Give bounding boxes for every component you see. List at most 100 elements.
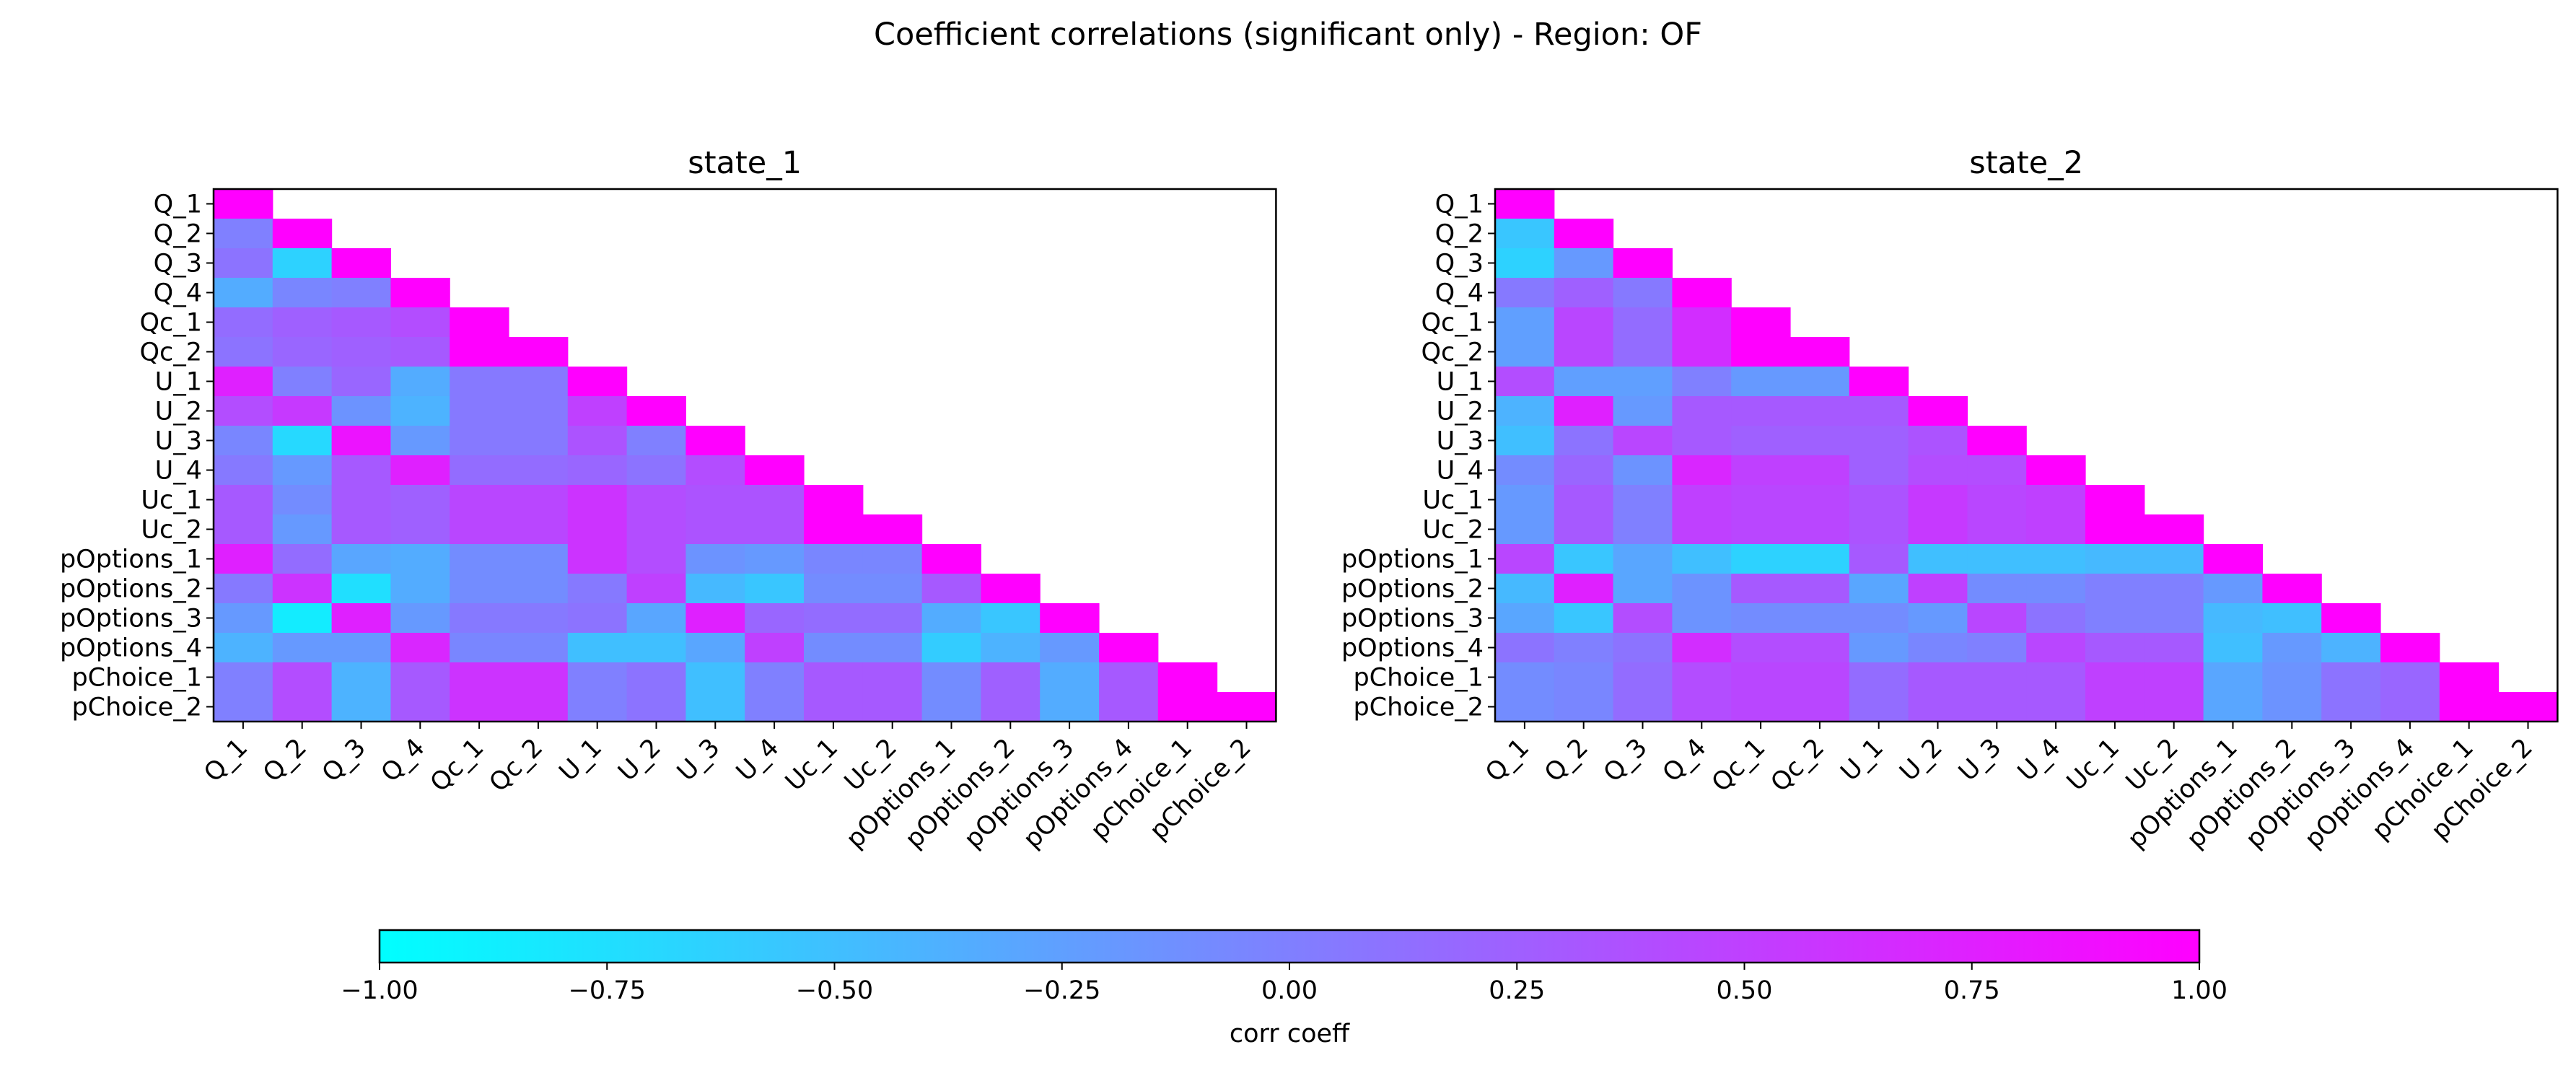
heatmap-cell-pOptions_2-pOptions_1 (921, 574, 981, 604)
heatmap-cell-Uc_2-Q_3 (1613, 514, 1673, 545)
heatmap-cell-pChoice_2-Q_1 (1495, 692, 1555, 722)
y-tick-label: Q_1 (154, 190, 202, 219)
heatmap-cell-Uc_1-Q_3 (331, 485, 391, 515)
heatmap-cell-U_2-Q_3 (1613, 396, 1673, 426)
heatmap-cell-Uc_2-Qc_1 (1731, 514, 1791, 545)
heatmap-cell-Uc_1-Q_4 (390, 485, 450, 515)
heatmap-cell-pOptions_3-Q_4 (390, 603, 450, 634)
y-tick-label: U_1 (155, 368, 202, 397)
heatmap-cell-Uc_2-U_3 (1967, 514, 2027, 545)
heatmap-cell-pOptions_1-U_1 (567, 544, 628, 574)
heatmap-cell-U_2-U_1 (1849, 396, 1909, 426)
heatmap-cell-pOptions_4-U_2 (626, 633, 686, 663)
heatmap-cell-pOptions_2-U_4 (2026, 574, 2086, 604)
heatmap-cell-U_3-U_2 (1908, 426, 1968, 456)
heatmap-cell-U_4-U_3 (685, 455, 745, 486)
heatmap-cell-Qc_1-Q_3 (331, 307, 391, 338)
heatmap-cell-pOptions_4-pOptions_4 (2380, 633, 2440, 663)
heatmap-cell-pOptions_1-U_3 (685, 544, 745, 574)
heatmap-cell-U_4-Q_4 (390, 455, 450, 486)
heatmap-cell-U_3-Q_4 (1672, 426, 1732, 456)
heatmap-cell-pOptions_4-Uc_1 (804, 633, 864, 663)
heatmap-cell-pOptions_1-Qc_2 (509, 544, 569, 574)
heatmap-cell-U_1-Q_3 (1613, 367, 1673, 397)
heatmap-cell-pOptions_3-U_2 (1908, 603, 1968, 634)
heatmap-cell-U_3-Q_1 (1495, 426, 1555, 456)
y-tick-label: pOptions_2 (60, 575, 202, 604)
heatmap-cell-Uc_2-Uc_2 (2144, 514, 2204, 545)
heatmap-cell-Qc_2-Q_1 (1495, 337, 1555, 367)
heatmap-cell-pOptions_3-pOptions_2 (2262, 603, 2322, 634)
heatmap-cell-Uc_2-U_1 (567, 514, 628, 545)
heatmap-cell-Uc_1-Uc_1 (804, 485, 864, 515)
heatmap-cell-Uc_2-U_1 (1849, 514, 1909, 545)
heatmap-cell-Uc_1-Qc_1 (450, 485, 509, 515)
heatmap-cell-pOptions_2-U_2 (626, 574, 686, 604)
colorbar-tick-label: −1.00 (341, 976, 418, 1005)
heatmap-cell-U_1-Qc_2 (1790, 367, 1850, 397)
colorbar-tick-label: −0.75 (569, 976, 646, 1005)
heatmap-cell-U_1-Q_3 (331, 367, 391, 397)
heatmap-cell-Q_3-Q_1 (1495, 248, 1555, 279)
colorbar-tick-label: −0.25 (1023, 976, 1100, 1005)
heatmap-cell-pChoice_1-Q_2 (272, 662, 333, 693)
y-tick-label: Q_2 (154, 220, 202, 249)
heatmap-cell-U_4-Q_3 (331, 455, 391, 486)
heatmap-cell-U_1-Qc_2 (509, 367, 569, 397)
heatmap-cell-pOptions_3-Uc_2 (862, 603, 923, 634)
heatmap-cell-Qc_2-Q_3 (1613, 337, 1673, 367)
heatmap-cell-pOptions_2-pOptions_2 (981, 574, 1041, 604)
heatmap-cell-pChoice_2-pChoice_1 (2439, 692, 2500, 722)
heatmap-cell-pOptions_4-pOptions_1 (2203, 633, 2263, 663)
heatmap-cell-Uc_2-U_4 (745, 514, 805, 545)
heatmap-cell-Q_2-Q_2 (272, 219, 333, 249)
heatmap-cell-pOptions_4-Q_4 (390, 633, 450, 663)
heatmap-cell-Uc_1-Q_2 (272, 485, 333, 515)
heatmap-cell-pOptions_1-Qc_1 (450, 544, 509, 574)
heatmap-cell-pOptions_2-U_1 (567, 574, 628, 604)
heatmap-cell-Qc_2-Qc_1 (1731, 337, 1791, 367)
heatmap-cell-Uc_2-Uc_1 (804, 514, 864, 545)
heatmap-cell-Uc_1-Q_1 (214, 485, 273, 515)
heatmap-cell-pOptions_4-Q_1 (214, 633, 273, 663)
heatmap-cell-pOptions_3-Q_3 (331, 603, 391, 634)
heatmap-cell-pChoice_1-U_4 (2026, 662, 2086, 693)
heatmap-cell-U_2-Q_1 (214, 396, 273, 426)
heatmap-cell-pOptions_1-pOptions_1 (2203, 544, 2263, 574)
heatmap-cell-Q_1-Q_1 (1495, 189, 1555, 219)
heatmap-cell-pOptions_3-Uc_1 (804, 603, 864, 634)
y-tick-label: pChoice_1 (71, 664, 202, 693)
heatmap-cell-pChoice_1-U_1 (567, 662, 628, 693)
heatmap-cell-pChoice_2-Q_2 (1554, 692, 1614, 722)
heatmap-cell-pOptions_4-pOptions_2 (2262, 633, 2322, 663)
heatmap-cell-pChoice_1-U_3 (685, 662, 745, 693)
heatmap-cell-Qc_2-Qc_2 (1790, 337, 1850, 367)
heatmap-cell-Uc_1-U_1 (1849, 485, 1909, 515)
heatmap-cell-U_2-U_1 (567, 396, 628, 426)
heatmap-cell-U_3-Qc_1 (1731, 426, 1791, 456)
axes-frame (212, 188, 1277, 723)
heatmap-cell-Qc_1-Q_4 (390, 307, 450, 338)
y-tick-label: U_2 (1437, 398, 1484, 426)
heatmap-cell-pChoice_2-Qc_1 (1731, 692, 1791, 722)
y-tick-label: Uc_1 (1422, 486, 1484, 515)
y-tick-label: pOptions_3 (1341, 605, 1484, 634)
heatmap-cell-pOptions_2-U_3 (685, 574, 745, 604)
heatmap-cell-Qc_1-Q_2 (272, 307, 333, 338)
heatmap-cell-pOptions_1-Uc_1 (804, 544, 864, 574)
heatmap-cell-pOptions_3-U_4 (2026, 603, 2086, 634)
heatmap-cell-Uc_1-Qc_1 (1731, 485, 1791, 515)
heatmap-cell-U_3-U_1 (567, 426, 628, 456)
heatmap-cell-pOptions_1-Q_4 (1672, 544, 1732, 574)
heatmap-cell-Uc_2-Qc_1 (450, 514, 509, 545)
heatmap-cell-U_3-Qc_2 (509, 426, 569, 456)
heatmap-cell-pChoice_1-Q_4 (390, 662, 450, 693)
heatmap-cell-U_4-Qc_1 (450, 455, 509, 486)
heatmap-cell-pOptions_4-Uc_1 (2085, 633, 2145, 663)
heatmap-cell-Uc_2-Qc_2 (509, 514, 569, 545)
heatmap-cell-pOptions_2-Uc_1 (2085, 574, 2145, 604)
heatmap-cell-pChoice_1-pOptions_4 (2380, 662, 2440, 693)
y-tick-label: pOptions_3 (60, 605, 202, 634)
heatmap-cell-pOptions_1-pOptions_1 (921, 544, 981, 574)
